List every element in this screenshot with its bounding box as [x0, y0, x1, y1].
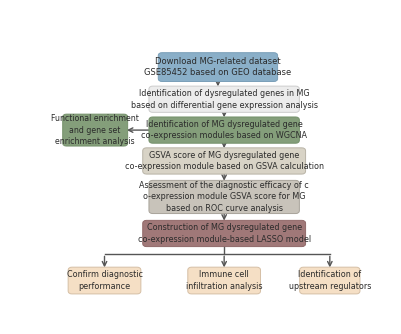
Text: Identification of MG dysregulated gene
co-expression modules based on WGCNA: Identification of MG dysregulated gene c… [141, 120, 307, 141]
Text: Construction of MG dysregulated gene
co-expression module-based LASSO model: Construction of MG dysregulated gene co-… [138, 223, 311, 244]
FancyBboxPatch shape [300, 267, 360, 294]
Text: Confirm diagnostic
performance: Confirm diagnostic performance [67, 270, 142, 291]
FancyBboxPatch shape [143, 220, 306, 246]
Text: Download MG-related dataset
GSE85452 based on GEO database: Download MG-related dataset GSE85452 bas… [144, 57, 292, 77]
FancyBboxPatch shape [143, 148, 306, 174]
FancyBboxPatch shape [149, 117, 300, 143]
FancyBboxPatch shape [68, 267, 141, 294]
Text: GSVA score of MG dysregulated gene
co-expression module based on GSVA calculatio: GSVA score of MG dysregulated gene co-ex… [125, 151, 324, 171]
FancyBboxPatch shape [149, 86, 300, 112]
FancyBboxPatch shape [149, 180, 300, 213]
Text: Identification of dysregulated genes in MG
based on differential gene expression: Identification of dysregulated genes in … [131, 89, 318, 110]
Text: Immune cell
infiltration analysis: Immune cell infiltration analysis [186, 270, 262, 291]
FancyBboxPatch shape [63, 114, 128, 146]
Text: Identification of
upstream regulators: Identification of upstream regulators [289, 270, 371, 291]
Text: Assessment of the diagnostic efficacy of c
o-expression module GSVA score for MG: Assessment of the diagnostic efficacy of… [139, 181, 309, 213]
FancyBboxPatch shape [158, 53, 277, 81]
Text: Functional enrichment
and gene set
enrichment analysis: Functional enrichment and gene set enric… [51, 114, 139, 146]
FancyBboxPatch shape [188, 267, 261, 294]
